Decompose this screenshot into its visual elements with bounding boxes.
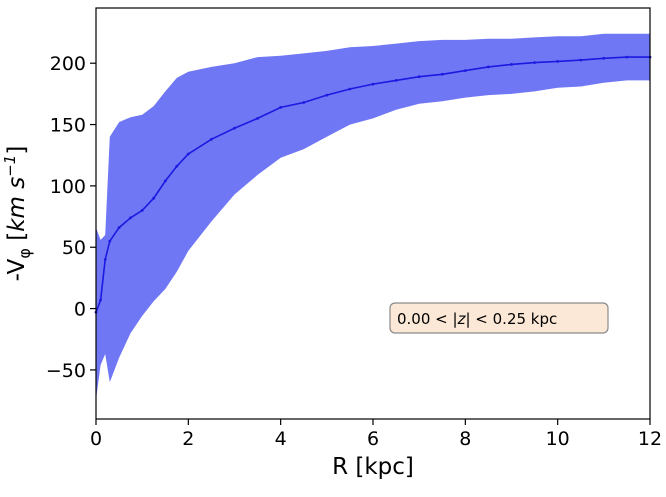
x-tick-label: 10 bbox=[546, 428, 570, 450]
series-0-point bbox=[103, 258, 107, 261]
x-tick-label: 2 bbox=[182, 428, 194, 450]
series-0-point bbox=[279, 106, 283, 109]
series-0-point bbox=[140, 209, 144, 212]
y-axis-label: -Vφ [km s−1] bbox=[1, 146, 34, 282]
series-0-point bbox=[175, 164, 179, 168]
series-0-point bbox=[463, 69, 467, 72]
series-0-point bbox=[533, 61, 536, 64]
y-tick-label: 100 bbox=[50, 176, 86, 198]
series-0-point bbox=[348, 87, 352, 91]
series-0-point bbox=[371, 82, 375, 86]
series-0-point bbox=[440, 72, 444, 76]
series-0-point bbox=[99, 298, 102, 302]
x-tick-label: 4 bbox=[275, 428, 287, 450]
series-0-point bbox=[233, 126, 236, 130]
annotation-background bbox=[389, 302, 609, 334]
plot-area bbox=[94, 33, 652, 400]
series-0-point bbox=[152, 196, 156, 200]
series-0-point bbox=[302, 101, 306, 104]
y-tick-label: −50 bbox=[46, 360, 86, 382]
x-tick-label: 12 bbox=[638, 428, 662, 450]
series-0-point bbox=[417, 75, 421, 79]
series-0-point bbox=[186, 152, 190, 156]
series-0-point bbox=[556, 60, 560, 63]
series-0-point bbox=[394, 79, 398, 82]
y-tick-label: 150 bbox=[50, 115, 86, 137]
x-tick-label: 6 bbox=[367, 428, 379, 450]
series-0-point bbox=[602, 56, 606, 60]
y-tick-label: 0 bbox=[74, 299, 86, 321]
series-0-band bbox=[96, 33, 650, 400]
series-0-point bbox=[129, 216, 133, 220]
x-tick-label: 0 bbox=[90, 428, 102, 450]
annotation-box: 0.00 < |z| < 0.25 kpc bbox=[389, 302, 609, 334]
x-axis-label: R [kpc] bbox=[332, 454, 414, 480]
x-tick-label: 8 bbox=[459, 428, 471, 450]
series-0-point bbox=[625, 55, 629, 59]
series-0-point bbox=[163, 179, 167, 183]
annotation-text: 0.00 < |z| < 0.25 kpc bbox=[397, 310, 557, 328]
y-tick-label: 200 bbox=[50, 53, 86, 75]
series-0-point bbox=[487, 65, 490, 69]
series-0-point bbox=[325, 93, 329, 97]
series-0-point bbox=[579, 58, 583, 62]
series-0-point bbox=[108, 239, 112, 243]
series-0-point bbox=[117, 226, 121, 230]
series-0-point bbox=[510, 63, 513, 66]
y-tick-label: 50 bbox=[62, 237, 86, 259]
series-0-point bbox=[210, 137, 213, 141]
axis-ticks: 0 2 4 6 8 10 12 −50 0 50 100 150 200 bbox=[46, 53, 662, 450]
series-0-point bbox=[256, 117, 259, 120]
